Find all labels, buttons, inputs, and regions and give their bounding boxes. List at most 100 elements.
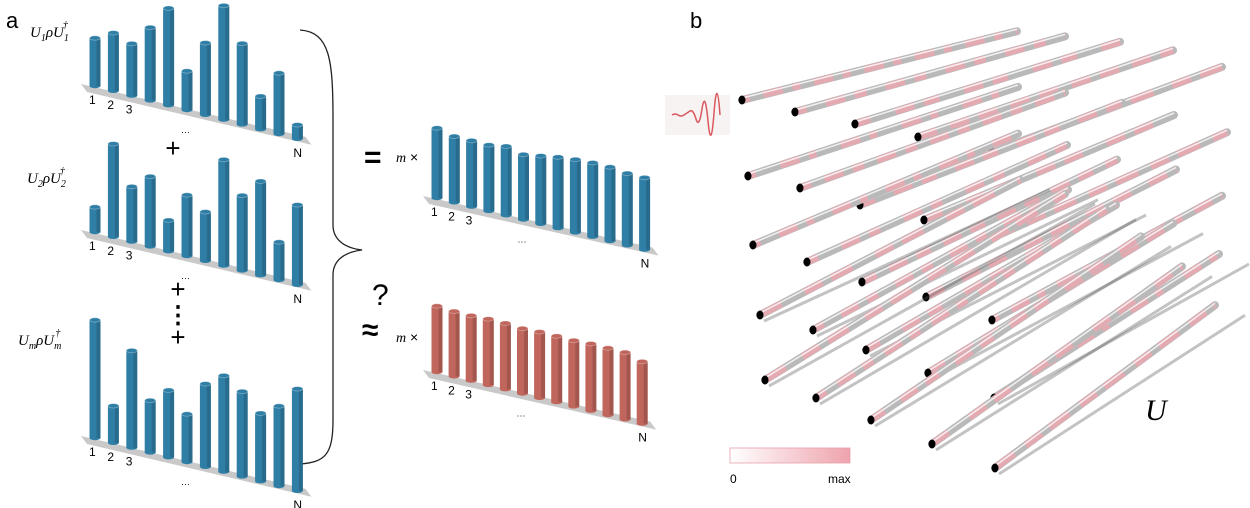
bar-shade: [170, 220, 174, 251]
bar-cap: [108, 142, 119, 146]
bar-shade: [189, 414, 193, 462]
bar-shade: [627, 352, 631, 419]
x-tick-label: N: [293, 498, 302, 508]
tube-end: [859, 278, 866, 287]
bar-cap: [501, 144, 512, 148]
bar-shade: [225, 6, 229, 120]
term-label-part: †: [63, 20, 69, 31]
term-label-part: †: [60, 166, 66, 177]
bar-cap: [90, 36, 101, 40]
bar-shade: [525, 155, 529, 220]
bar-shade: [97, 38, 101, 86]
bar-cap: [200, 382, 211, 386]
bar-cap: [274, 71, 285, 75]
bar-shade: [262, 96, 266, 129]
bar-shade: [281, 73, 285, 134]
approx: ≈: [362, 314, 378, 347]
bar-shade: [594, 163, 598, 237]
bar-cap: [163, 388, 174, 392]
term-label: U2ρU2†: [27, 166, 66, 190]
tube-end: [868, 416, 875, 425]
bar-cap: [466, 138, 477, 142]
term-label-part: m: [54, 341, 61, 352]
bar-shade: [133, 187, 137, 242]
bar-cap: [145, 25, 156, 29]
brace: [300, 30, 362, 464]
bar-cap: [108, 31, 119, 35]
bar-shade: [225, 376, 229, 472]
bar-cap: [255, 94, 266, 98]
x-tick-label: ···: [181, 479, 190, 489]
bar-cap: [182, 69, 193, 73]
colorbar-max: max: [828, 472, 851, 486]
bar-shade: [439, 306, 443, 372]
bar-cap: [551, 334, 562, 338]
bar-cap: [449, 134, 460, 138]
bar-cap: [163, 6, 174, 10]
bar-shade: [262, 181, 266, 275]
factor-times: ×: [406, 149, 418, 165]
tube-end: [739, 96, 746, 105]
x-tick-label: N: [293, 146, 302, 160]
bar-cap: [517, 326, 528, 330]
tube-end: [852, 120, 859, 129]
bar-cap: [292, 123, 303, 127]
bar-shade: [612, 167, 616, 241]
bar-cap: [218, 3, 229, 7]
bar-cap: [432, 126, 443, 130]
tube-shadow: [999, 315, 1245, 474]
plus: +: [165, 133, 180, 163]
question: ?: [372, 279, 389, 312]
tube-end: [863, 346, 870, 355]
operator-label: U: [1145, 394, 1169, 427]
tube-end: [813, 394, 820, 403]
x-tick-label: 2: [448, 383, 455, 397]
bar-cap: [218, 157, 229, 161]
bar-cap: [163, 218, 174, 222]
bar-shade: [508, 146, 512, 215]
tube-end: [810, 326, 817, 335]
equals: =: [364, 141, 382, 174]
bar-shade: [610, 348, 614, 415]
term-label: UmρUm†: [18, 328, 61, 352]
bar-cap: [126, 41, 137, 45]
bar-cap: [108, 404, 119, 408]
panel-label: b: [690, 8, 702, 33]
term-label-part: m: [29, 341, 36, 352]
bar-cap: [200, 41, 211, 45]
x-tick-label: 3: [126, 455, 133, 469]
bar-shade: [244, 391, 248, 476]
tube-end: [929, 440, 936, 449]
bar-shade: [133, 351, 137, 448]
bar-shade: [456, 136, 460, 202]
bar-cap: [535, 154, 546, 158]
x-tick-label: ···: [517, 411, 526, 421]
bar-shade: [575, 340, 579, 406]
bar-cap: [255, 411, 266, 415]
bar-shade: [97, 207, 101, 232]
bar-cap: [292, 203, 303, 207]
tube-end: [989, 316, 996, 325]
factor-times: ×: [406, 329, 418, 345]
figure: a b + + ⋮ + = ? ≈ m × m × 0 max U 123···…: [0, 0, 1250, 508]
bar-shade: [207, 384, 211, 467]
bar-cap: [292, 387, 303, 391]
icon-bg: [665, 95, 730, 135]
pulse-icon: [665, 93, 730, 135]
factor-symbol: m: [396, 151, 406, 166]
bar-shade: [207, 212, 211, 261]
tube-end: [915, 133, 922, 142]
factor: m ×: [396, 149, 418, 166]
bar-shade: [439, 128, 443, 198]
bar-shade: [244, 43, 248, 124]
waveguide-array: [739, 29, 1250, 474]
bar-shade: [299, 205, 303, 285]
bar-cap: [622, 171, 633, 175]
bar-cap: [587, 161, 598, 165]
bar-cap: [568, 338, 579, 342]
bar-cap: [126, 184, 137, 188]
x-tick-label: 1: [89, 93, 96, 107]
bar-shade: [644, 362, 648, 424]
bar-shade: [629, 173, 633, 245]
plus: +: [170, 322, 185, 352]
